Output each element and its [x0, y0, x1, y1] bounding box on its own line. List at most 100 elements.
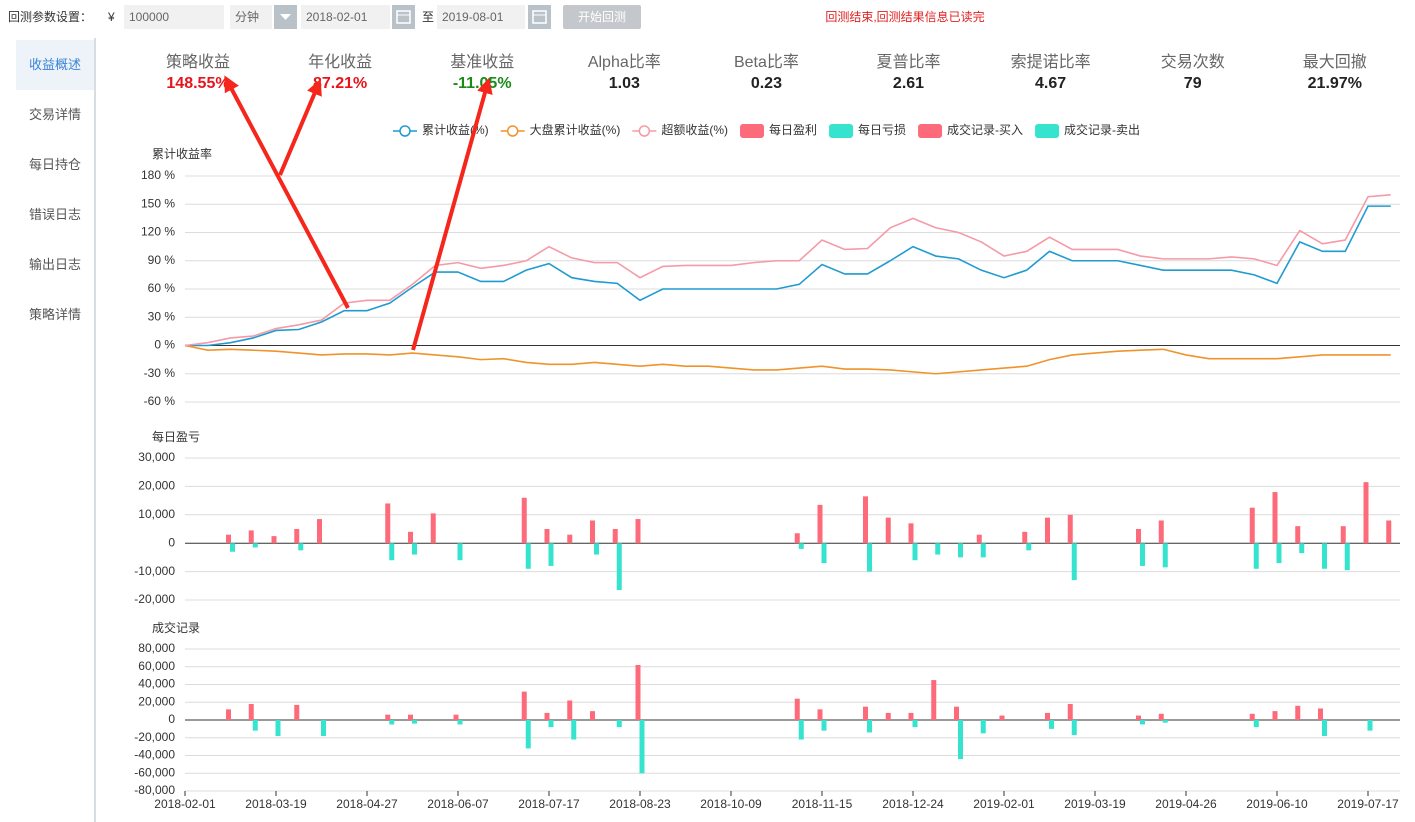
legend-item: 大盘累计收益(%) [500, 122, 621, 137]
bar [1067, 514, 1073, 544]
bar [976, 534, 982, 544]
bar [867, 720, 872, 733]
metric-value: 4.67 [1035, 75, 1066, 92]
bar [544, 529, 550, 544]
bar [821, 543, 827, 564]
legend-label: 超额收益(%) [661, 122, 728, 137]
sidebar-item[interactable]: 策略详情 [28, 307, 81, 322]
y-tick-label: 0 [168, 712, 175, 726]
y-tick-label: 80,000 [138, 641, 175, 655]
bar [999, 715, 1005, 720]
bar [294, 704, 300, 720]
metric-value: 0.23 [751, 75, 782, 92]
metric-value: 87.21% [313, 75, 367, 92]
bar [1162, 543, 1168, 568]
bar [1249, 507, 1255, 544]
legend-marker [506, 125, 519, 137]
line-series [185, 205, 1391, 347]
metric-value: 1.03 [609, 75, 640, 92]
bar [616, 543, 622, 591]
metric-label: 交易次数 [1161, 53, 1225, 71]
metric-label: Alpha比率 [588, 53, 661, 71]
calendar-icon [396, 10, 411, 24]
bar [1295, 526, 1301, 544]
x-tick-label: 2019-06-10 [1246, 797, 1308, 811]
y-tick-label: -20,000 [134, 592, 175, 606]
capital-input[interactable]: 100000 [124, 5, 224, 29]
frequency-dropdown[interactable] [274, 5, 297, 29]
start-date-input[interactable]: 2018-02-01 [301, 5, 390, 29]
y-tick-label: 30,000 [138, 450, 175, 464]
legend-label: 每日盈利 [769, 122, 817, 137]
legend-label: 大盘累计收益(%) [530, 122, 621, 137]
x-tick-label: 2019-02-01 [973, 797, 1035, 811]
x-tick-label: 2018-11-15 [792, 797, 853, 811]
bar [908, 712, 914, 720]
legend-label: 每日亏损 [858, 122, 906, 137]
metric-value: 148.55% [166, 75, 229, 92]
bar [1340, 526, 1346, 544]
bar [1136, 529, 1141, 544]
y-tick-label: 20,000 [138, 479, 175, 493]
bar [912, 543, 918, 561]
bar [252, 543, 258, 548]
metric-label: 最大回撤 [1303, 53, 1367, 71]
frequency-select[interactable]: 分钟 [230, 5, 272, 29]
end-date-picker[interactable] [528, 5, 551, 29]
bar [1162, 720, 1168, 723]
line-series [184, 194, 1391, 347]
sidebar-item[interactable]: 输出日志 [28, 257, 81, 272]
metric-label: 夏普比率 [876, 53, 940, 71]
to-label: 至 [422, 10, 435, 24]
bar [817, 504, 823, 544]
y-tick-label: 150 % [141, 196, 175, 210]
bar [1022, 531, 1028, 544]
bar [863, 496, 868, 544]
bar [954, 706, 959, 720]
bar [548, 720, 554, 728]
chart-title: 成交记录 [152, 620, 200, 635]
status-message: 回测结束,回测结果信息已读完 [825, 10, 985, 24]
bar [548, 543, 554, 566]
y-tick-label: -30 % [144, 366, 176, 380]
sidebar-item[interactable]: 每日持仓 [28, 157, 81, 172]
bar [1253, 720, 1259, 728]
bar [958, 543, 963, 558]
dropdown-arrow [280, 14, 291, 20]
bar [248, 704, 254, 720]
sidebar-item[interactable]: 收益概述 [16, 40, 94, 90]
bar [980, 543, 986, 558]
y-tick-label: 60 % [148, 281, 176, 295]
y-tick-label: 0 % [154, 338, 175, 352]
start-backtest-button[interactable]: 开始回测 [563, 5, 641, 29]
bar [457, 543, 463, 561]
y-tick-label: -10,000 [134, 564, 175, 578]
bar [298, 543, 304, 551]
bar [385, 503, 391, 544]
bar [1045, 517, 1050, 544]
sidebar-item[interactable]: 交易详情 [28, 107, 81, 122]
bar [1140, 543, 1145, 566]
bar [412, 543, 417, 555]
bar [980, 720, 986, 734]
legend-item: 超额收益(%) [632, 122, 728, 137]
y-tick-label: -80,000 [134, 783, 175, 797]
bar [590, 520, 595, 544]
x-tick-label: 2018-07-17 [518, 797, 580, 811]
x-tick-label: 2018-10-09 [700, 797, 762, 811]
y-tick-label: 10,000 [138, 507, 175, 521]
bar [1026, 543, 1032, 551]
bar [1344, 543, 1350, 571]
sidebar-item[interactable]: 错误日志 [28, 207, 81, 222]
x-tick-label: 2019-04-26 [1155, 797, 1217, 811]
bar [294, 529, 300, 544]
bar [1295, 705, 1301, 720]
y-tick-label: 90 % [148, 253, 176, 267]
start-date-picker[interactable] [392, 5, 415, 29]
legend-label: 累计收益(%) [422, 123, 489, 137]
end-date-input[interactable]: 2019-08-01 [437, 5, 525, 29]
bar [1049, 720, 1054, 729]
bar [794, 533, 800, 544]
bar [817, 709, 823, 720]
